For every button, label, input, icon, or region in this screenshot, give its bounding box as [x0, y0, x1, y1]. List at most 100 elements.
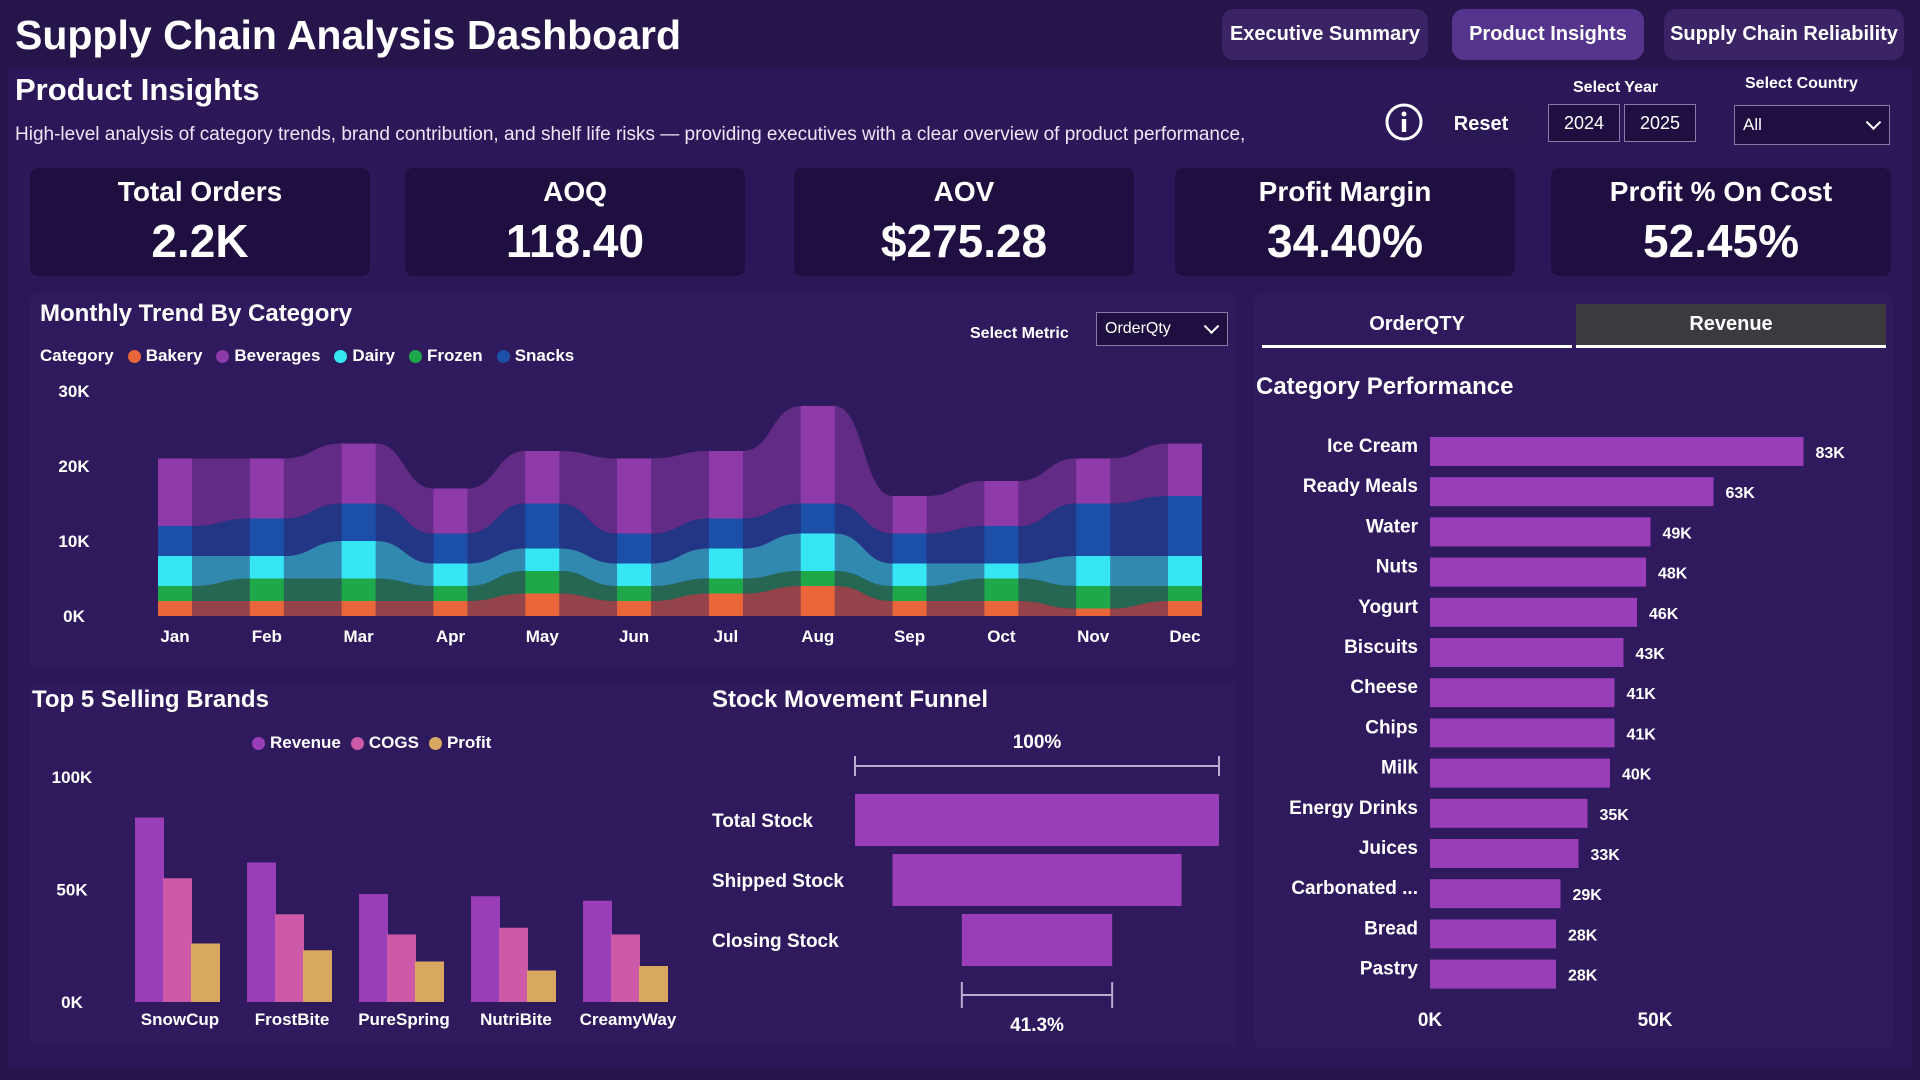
- category-bar: [1430, 638, 1624, 667]
- category-label: Pastry: [1360, 959, 1419, 980]
- info-icon[interactable]: [1384, 102, 1424, 142]
- y-tick-label: 10K: [58, 532, 90, 551]
- series-bar: [433, 586, 468, 601]
- tab-revenue[interactable]: Revenue: [1576, 304, 1886, 348]
- category-label: Juices: [1359, 838, 1418, 859]
- top-brands-chart: 0K 50K 100K SnowCup FrostBite PureSpring Nutri…: [52, 768, 677, 1029]
- series-bar: [341, 601, 376, 616]
- data-label: 35K: [1600, 807, 1630, 824]
- series-bar: [158, 586, 192, 601]
- y-tick-label: 30K: [58, 382, 90, 401]
- brand-bar: [415, 961, 444, 1002]
- legend-dot: [216, 349, 230, 363]
- series-bar: [433, 563, 468, 586]
- data-label: 33K: [1591, 847, 1621, 864]
- kpi-value: 52.45%: [1642, 215, 1799, 267]
- series-bar: [341, 443, 376, 504]
- series-bar: [617, 586, 652, 601]
- series-bar: [617, 458, 652, 534]
- legend-item[interactable]: Dairy: [334, 346, 395, 366]
- data-label: 41K: [1627, 726, 1657, 743]
- category-bar: [1430, 839, 1579, 868]
- series-bar: [1076, 556, 1111, 586]
- legend-item[interactable]: Frozen: [408, 346, 483, 366]
- category-performance-title: Category Performance: [1256, 373, 1514, 400]
- series-bar: [984, 578, 1019, 601]
- legend-label: Beverages: [234, 346, 321, 365]
- year-2025-button[interactable]: 2025: [1624, 104, 1696, 142]
- country-select[interactable]: All: [1734, 105, 1890, 145]
- reset-button[interactable]: Reset: [1430, 102, 1532, 146]
- legend-item[interactable]: Profit: [428, 733, 491, 753]
- x-tick-label: Sep: [894, 627, 925, 646]
- y-tick-label: 50K: [56, 881, 88, 900]
- data-label: 43K: [1636, 646, 1666, 663]
- x-tick-label: Jun: [619, 627, 649, 646]
- legend-dot: [127, 349, 141, 363]
- x-tick-label: NutriBite: [480, 1010, 552, 1029]
- category-bar: [1430, 597, 1637, 627]
- chevron-down-icon: [1865, 114, 1882, 131]
- series-bar: [158, 458, 192, 526]
- series-bar: [892, 533, 927, 564]
- kpi-label: AOV: [933, 176, 995, 207]
- series-bar: [892, 586, 927, 601]
- monthly-trend-chart: 0K 10K 20K 30K Jan Feb Mar Apr May Jun Jul Aug Sep Oc…: [58, 382, 1202, 646]
- nav-supply-chain-reliability[interactable]: Supply Chain Reliability: [1664, 9, 1904, 60]
- legend-item[interactable]: Bakery: [127, 346, 202, 366]
- category-label: Biscuits: [1344, 637, 1418, 658]
- brand-bar: [303, 950, 332, 1002]
- x-tick-label: 50K: [1638, 1010, 1673, 1031]
- category-label: Water: [1366, 516, 1419, 537]
- kpi-label: Profit Margin: [1258, 176, 1432, 207]
- stock-funnel-chart: 100% Total Stock Shipped Stock Closing Stoc…: [712, 732, 1220, 1036]
- data-label: 48K: [1658, 566, 1688, 583]
- brand-bar: [275, 914, 304, 1002]
- legend-label: COGS: [368, 733, 419, 752]
- category-label: Nuts: [1376, 557, 1418, 578]
- legend-item[interactable]: COGS: [350, 733, 419, 753]
- y-tick-label: 0K: [61, 993, 83, 1012]
- category-label: Yogurt: [1358, 597, 1418, 618]
- nav-executive-summary[interactable]: Executive Summary: [1222, 9, 1428, 60]
- series-bar: [249, 578, 284, 601]
- metric-select[interactable]: OrderQty: [1096, 312, 1228, 346]
- funnel-label: Closing Stock: [712, 931, 839, 952]
- category-label: Carbonated ...: [1291, 878, 1418, 899]
- category-bar: [1430, 678, 1615, 708]
- series-bar: [708, 518, 743, 549]
- year-2024-button[interactable]: 2024: [1548, 104, 1620, 142]
- y-tick-label: 100K: [52, 768, 93, 787]
- series-bar: [984, 481, 1019, 526]
- funnel-bar: [855, 794, 1219, 846]
- brand-bar: [471, 896, 500, 1002]
- funnel-label: Total Stock: [712, 811, 813, 832]
- series-bar: [249, 518, 284, 556]
- category-performance-panel: [1254, 294, 1894, 1048]
- x-tick-label: PureSpring: [358, 1010, 450, 1029]
- select-metric-label: Select Metric: [970, 325, 1069, 342]
- select-year-label: Select Year: [1573, 79, 1659, 96]
- kpi-total-orders: Total Orders 2.2K: [30, 168, 370, 276]
- series-bar: [1168, 443, 1202, 496]
- series-bar: [800, 533, 835, 571]
- legend-item[interactable]: Beverages: [216, 346, 320, 366]
- legend-item[interactable]: Revenue: [252, 733, 341, 753]
- category-bar: [1430, 879, 1561, 909]
- series-bar: [249, 556, 284, 579]
- tab-orderqty[interactable]: OrderQTY: [1262, 304, 1572, 348]
- brand-bar: [499, 927, 528, 1002]
- data-label: 41K: [1627, 686, 1657, 703]
- category-label: Ready Meals: [1303, 476, 1418, 497]
- series-bar: [249, 458, 284, 519]
- legend-item[interactable]: Snacks: [496, 346, 574, 366]
- metric-select-value: OrderQty: [1105, 320, 1171, 337]
- category-bar: [1430, 477, 1714, 507]
- nav-product-insights[interactable]: Product Insights: [1452, 9, 1644, 60]
- category-bar: [1430, 959, 1556, 989]
- country-select-value: All: [1743, 115, 1762, 134]
- series-bar: [984, 563, 1019, 579]
- brand-bar: [611, 934, 640, 1002]
- dashboard-title: Supply Chain Analysis Dashboard: [15, 12, 682, 58]
- x-tick-label: Dec: [1169, 627, 1200, 646]
